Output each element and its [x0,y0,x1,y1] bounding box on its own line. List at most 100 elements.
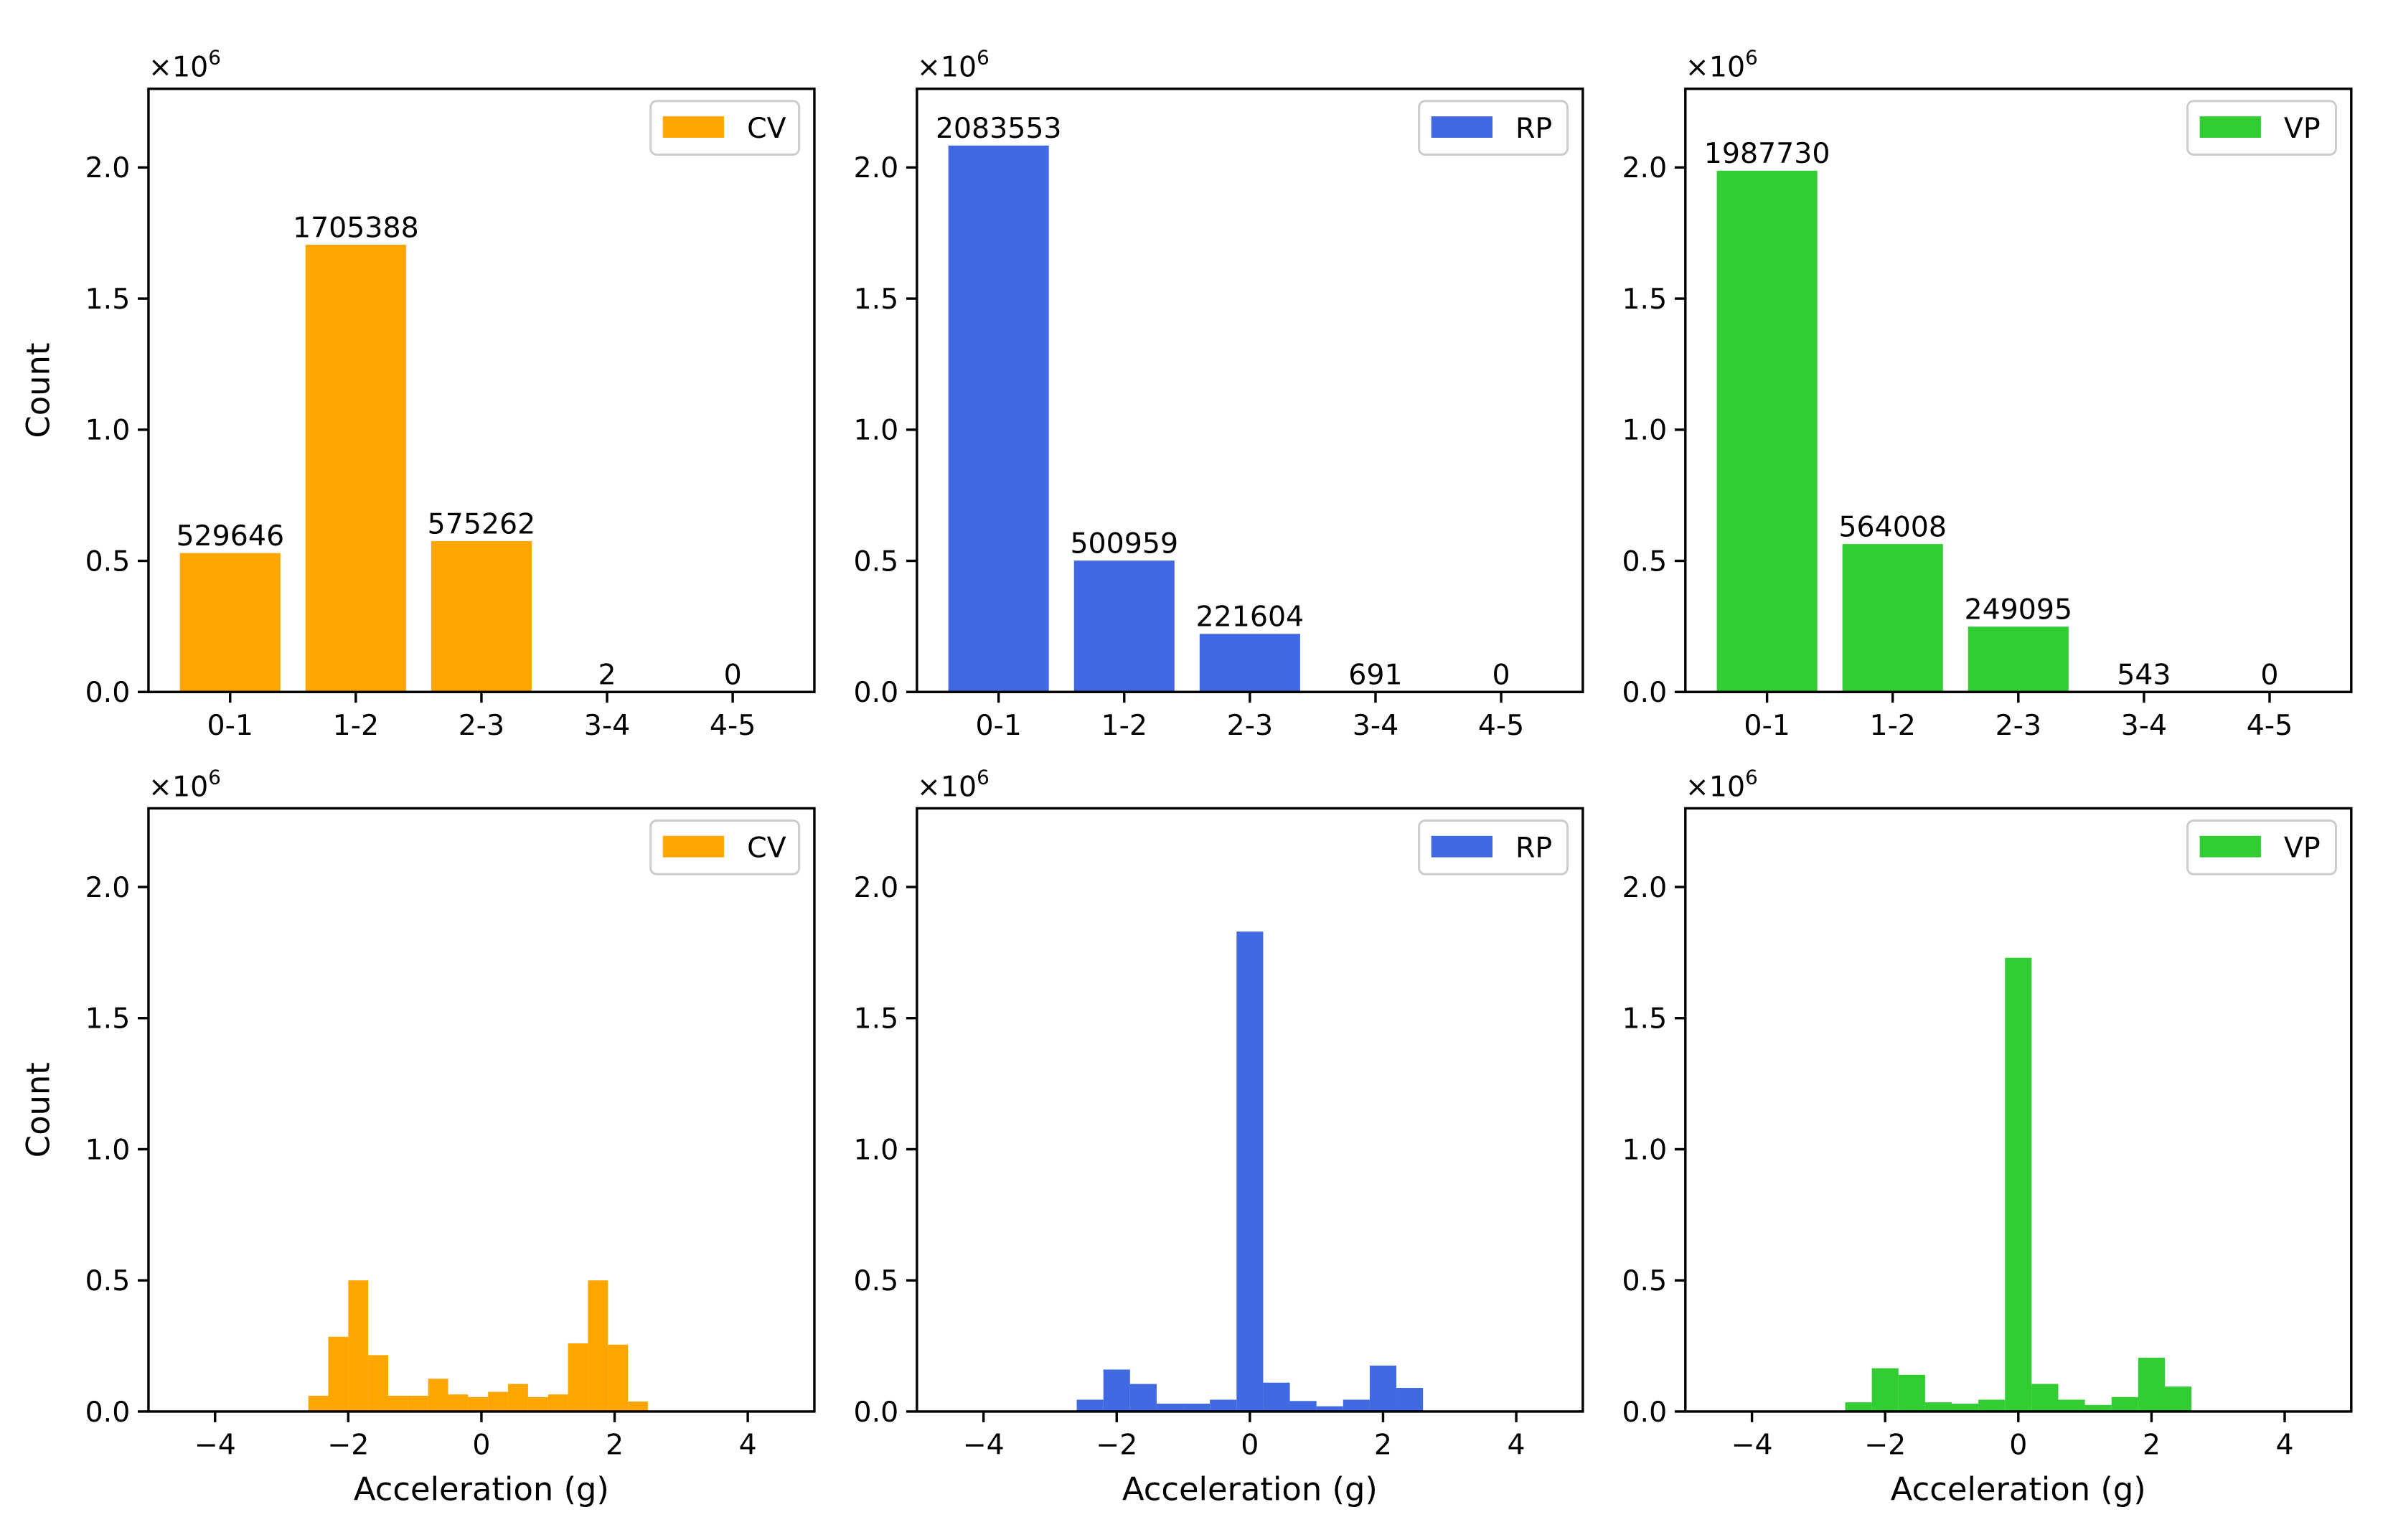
histogram-bar [1210,1399,1237,1412]
legend: RP [1418,819,1569,875]
axes-frame [916,88,1584,693]
y-multiplier-exponent: 6 [1745,765,1758,789]
bar-value-label: 1705388 [293,211,419,244]
chart-panel-rp-hist: 0.0 0.5 1.0 1.5 2.0 ×106 −4 −2 0 2 4 Acceleration (… [854,765,1584,1508]
histogram-bar [1129,1384,1157,1412]
axes-frame [916,807,1584,1413]
x-tick-label: −2 [327,1429,369,1462]
axes-frame [147,807,816,1413]
y-tick-label: 0.5 [1622,545,1667,578]
x-tick-label: −4 [963,1429,1005,1462]
histogram-bar [408,1396,428,1412]
histogram-bar [2111,1396,2138,1412]
bar-value-label: 0 [1492,659,1510,692]
histogram-bar [568,1343,588,1412]
axes-frame [1684,88,2353,693]
y-tick-label: 0.0 [85,1396,131,1429]
y-tick-label: 0.5 [85,1264,131,1297]
histogram-bar [1236,931,1264,1412]
histogram-bar [2031,1384,2059,1412]
y-tick-label: 0.5 [85,545,131,578]
x-tick-label: 3-4 [2121,709,2167,742]
x-tick-label: 1-2 [333,709,379,742]
histogram-bar [1289,1401,1317,1412]
y-tick-label: 2.0 [854,871,899,904]
histogram-bar [1263,1382,1290,1412]
histogram-bar [608,1344,629,1412]
legend-frame [1418,819,1569,875]
histogram-bar [1316,1406,1343,1412]
legend: RP [1418,100,1569,156]
bar-value-label: 691 [1348,658,1402,691]
y-multiplier: ×106 [149,765,221,803]
y-multiplier-exponent: 6 [977,765,989,789]
bar-0-1 [1716,170,1818,692]
legend-frame [649,100,801,156]
bar-1-2 [305,245,406,692]
bar-2-3 [1199,634,1300,692]
x-tick-label: 4 [1508,1429,1526,1462]
legend-frame [649,819,801,875]
histogram-bar [1845,1402,1872,1412]
histogram-bar [1343,1399,1370,1412]
histogram-bar [1871,1368,1899,1412]
legend-swatch [662,116,725,138]
y-tick-label: 1.5 [854,283,899,316]
y-axis-label: Count [19,342,57,438]
x-tick-label: 4-5 [1478,709,1524,742]
y-tick-label: 1.5 [85,1003,131,1036]
bar-2-3 [431,541,532,692]
x-tick-label: 2 [606,1429,624,1462]
x-tick-label: 4 [739,1429,757,1462]
bar-value-label: 2 [598,659,616,692]
y-multiplier: ×106 [1686,46,1758,84]
histogram-bar [527,1396,548,1412]
x-tick-label: 2 [1374,1429,1392,1462]
y-tick-label: 1.5 [1622,283,1667,316]
bar-value-label: 221604 [1196,601,1305,634]
y-tick-label: 2.0 [1622,871,1667,904]
x-tick-label: 0-1 [207,709,253,742]
bar-value-label: 564008 [1838,510,1947,543]
legend-label: CV [747,112,786,145]
y-multiplier-base: ×10 [1686,770,1745,803]
y-tick-label: 1.0 [854,1133,899,1166]
histogram-bar [588,1280,608,1412]
bar-value-label: 500959 [1070,527,1178,560]
legend: CV [649,819,801,875]
y-multiplier: ×106 [917,765,989,803]
histogram-bar [2138,1358,2165,1412]
x-tick-label: 4 [2275,1429,2293,1462]
bar-1-2 [1842,544,1943,692]
bar-value-label: 2083553 [936,112,1062,145]
y-tick-label: 0.0 [1622,676,1667,709]
legend-swatch [662,835,725,858]
legend-swatch [2199,835,2261,858]
histogram-bar [448,1394,469,1412]
histogram-bar [2005,957,2032,1412]
histogram-bar [1898,1374,1925,1412]
y-multiplier: ×106 [149,46,221,84]
chart-panel-vp-hist: 0.0 0.5 1.0 1.5 2.0 ×106 −4 −2 0 2 4 Acceleration (… [1622,765,2353,1508]
legend-frame [2186,819,2337,875]
histogram-bar [547,1394,568,1412]
y-tick-label: 2.0 [85,151,131,184]
legend: VP [2186,819,2337,875]
chart-panel-cv-hist: 0.0 0.5 1.0 1.5 2.0 ×106 Count −4 −2 0 2 4 Accelerat… [19,765,816,1508]
x-tick-label: 0-1 [975,709,1021,742]
histogram-bar [628,1402,648,1412]
x-tick-label: 3-4 [1353,709,1399,742]
legend-label: RP [1515,832,1552,865]
histogram-bar [1924,1402,1952,1412]
y-tick-label: 1.0 [854,414,899,447]
histogram-bar [388,1396,408,1412]
x-tick-label: 2-3 [459,709,504,742]
legend-label: VP [2284,112,2321,145]
bar-1-2 [1073,560,1175,692]
legend-frame [2186,100,2337,156]
x-tick-label: 0-1 [1744,709,1790,742]
histogram-bar [1103,1369,1130,1412]
y-multiplier-exponent: 6 [1745,46,1758,70]
x-tick-label: −2 [1096,1429,1137,1462]
y-tick-label: 0.5 [854,1264,899,1297]
